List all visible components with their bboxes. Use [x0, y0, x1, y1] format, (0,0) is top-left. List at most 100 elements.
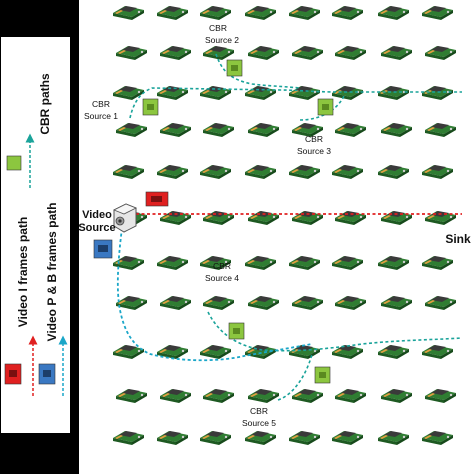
sensor-node	[160, 46, 191, 60]
sensor-node	[116, 296, 147, 310]
cbr-packet-2	[226, 59, 243, 77]
video-source-label: Video Source	[78, 209, 115, 234]
video-camera-icon	[113, 203, 137, 233]
sensor-node	[200, 165, 231, 179]
cbr-packets	[142, 59, 334, 384]
sensor-node	[335, 123, 366, 137]
sensor-node	[422, 165, 453, 179]
sensor-node	[116, 389, 147, 403]
cbr-path-2	[215, 53, 301, 89]
sensor-node	[203, 123, 234, 137]
sensor-node	[157, 86, 188, 100]
sensor-node-grid	[113, 6, 456, 445]
sensor-node	[422, 86, 453, 100]
sensor-node	[381, 296, 412, 310]
sensor-node	[292, 296, 323, 310]
sensor-node	[248, 296, 279, 310]
sensor-node	[332, 6, 363, 20]
sensor-node	[378, 86, 409, 100]
sensor-node	[157, 256, 188, 270]
sensor-node	[422, 431, 453, 445]
sensor-node	[200, 345, 231, 359]
sensor-node	[332, 256, 363, 270]
sensor-node	[425, 123, 456, 137]
cbr-paths	[129, 53, 463, 401]
sensor-node	[289, 165, 320, 179]
video-pb-packet	[93, 239, 113, 259]
sensor-node	[378, 6, 409, 20]
video-pb-frames-path	[116, 227, 313, 362]
sensor-node	[425, 389, 456, 403]
sensor-node	[203, 46, 234, 60]
sensor-node	[422, 345, 453, 359]
cbr-source-1-label: CBR Source 1	[84, 99, 118, 121]
sensor-node	[378, 256, 409, 270]
sensor-node	[116, 46, 147, 60]
cbr-packet-1	[142, 98, 159, 116]
cbr-path-4	[207, 311, 463, 352]
sensor-node	[289, 256, 320, 270]
sensor-node	[113, 345, 144, 359]
sensor-node	[203, 296, 234, 310]
sensor-node	[200, 6, 231, 20]
sink-label: Sink	[445, 232, 471, 246]
cbr-source-5-label: CBR Source 5	[242, 406, 276, 428]
sensor-node	[200, 86, 231, 100]
sensor-node	[160, 123, 191, 137]
sensor-node	[113, 165, 144, 179]
sensor-node	[335, 296, 366, 310]
legend-i-packet-glyph	[9, 370, 17, 377]
sensor-node	[245, 86, 276, 100]
sensor-node	[378, 431, 409, 445]
sensor-node	[335, 389, 366, 403]
sensor-node	[381, 46, 412, 60]
sensor-node	[157, 431, 188, 445]
sensor-node	[381, 389, 412, 403]
sensor-node	[378, 165, 409, 179]
sensor-node	[113, 6, 144, 20]
video-paths	[116, 213, 462, 362]
sensor-node	[422, 256, 453, 270]
legend-i-label: Video I frames path	[16, 217, 30, 327]
sensor-node	[203, 389, 234, 403]
sensor-node	[248, 389, 279, 403]
sensor-node	[245, 165, 276, 179]
sensor-node	[289, 431, 320, 445]
cbr-packet-4	[228, 322, 245, 340]
sensor-node	[332, 165, 363, 179]
sensor-node	[332, 86, 363, 100]
cbr-path-5	[277, 353, 313, 401]
sensor-node	[113, 431, 144, 445]
cbr-source-4-label: CBR Source 4	[205, 261, 239, 283]
sensor-node	[200, 431, 231, 445]
legend-cbr-label: CBR paths	[38, 73, 52, 135]
sensor-node	[160, 296, 191, 310]
legend-cbr-item: CBR paths	[6, 73, 52, 188]
sensor-node	[378, 345, 409, 359]
legend-video-item: Video I frames path Video P & B frames p…	[4, 203, 68, 396]
legend-pb-packet-glyph	[43, 370, 51, 377]
sensor-node	[157, 165, 188, 179]
sensor-node	[160, 389, 191, 403]
legend-cbr-packet-icon	[6, 155, 22, 171]
sensor-node	[332, 431, 363, 445]
sensor-node	[292, 46, 323, 60]
sensor-node	[422, 6, 453, 20]
sensor-node	[292, 389, 323, 403]
node-labels: CBR Source 1 CBR Source 2 CBR Source 3 CBR S…	[78, 23, 471, 428]
sensor-node	[289, 86, 320, 100]
sensor-node	[425, 46, 456, 60]
sensor-node	[248, 46, 279, 60]
sensor-node	[245, 431, 276, 445]
cbr-packet-3	[317, 98, 334, 116]
sensor-node	[245, 6, 276, 20]
sensor-node	[116, 123, 147, 137]
sensor-node	[248, 123, 279, 137]
legend-pb-label: Video P & B frames path	[45, 203, 59, 342]
cbr-path-1	[129, 87, 462, 119]
cbr-source-3-label: CBR Source 3	[297, 134, 331, 156]
video-i-packet	[145, 191, 169, 207]
sensor-node	[381, 123, 412, 137]
